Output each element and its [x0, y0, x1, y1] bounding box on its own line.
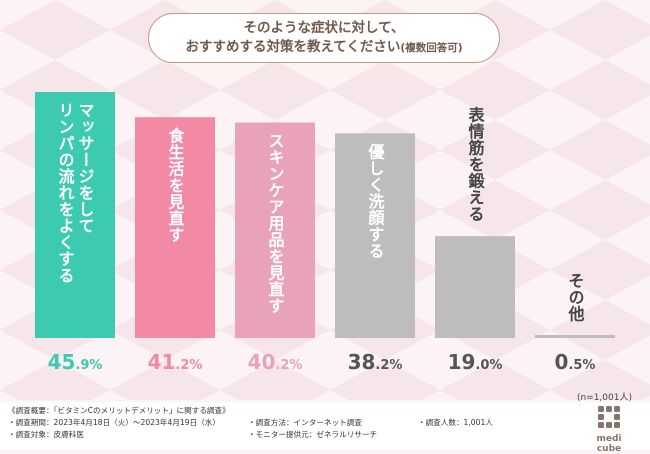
question-line-1: そのような症状に対して、	[243, 20, 405, 36]
category-label-3-0: 優しく洗顔する	[366, 142, 386, 258]
value-label-2: 40.2%	[248, 350, 303, 374]
footer: 《調査概要：「ビタミンCのメリットデメリット」に関する調査》 ・調査期間：202…	[0, 402, 650, 450]
survey-method: ・調査方法：インターネット調査	[248, 418, 362, 427]
survey-count: ・調査人数：1,001人	[418, 418, 493, 427]
category-label-1-0: 食生活を見直す	[166, 126, 186, 242]
value-label-5: 0.5%	[555, 350, 596, 374]
survey-monitor: ・モニター提供元：ゼネラルリサーチ	[248, 430, 378, 439]
logo-text: medi cube	[596, 434, 622, 454]
bar-4	[435, 236, 515, 338]
bar-5	[535, 335, 615, 338]
value-label-4: 19.0%	[448, 350, 503, 374]
question-line-2: おすすめする対策を教えてください(複数回答可)	[149, 38, 499, 58]
bar-1	[135, 117, 215, 338]
value-label-3: 38.2%	[348, 350, 403, 374]
survey-summary: 《調査概要：「ビタミンCのメリットデメリット」に関する調査》	[8, 406, 230, 415]
medicube-logo-icon	[598, 406, 620, 428]
bar-3	[335, 133, 415, 338]
category-label-5-0: その他	[566, 273, 586, 323]
question-note: (複数回答可)	[400, 42, 463, 54]
question-line-2-text: おすすめする対策を教えてください	[185, 39, 401, 55]
survey-period: ・調査期間：2023年4月18日（火）～2023年4月19日（水）	[8, 418, 220, 427]
category-label-2-0: スキンケア用品を見直す	[266, 133, 286, 314]
brand-logo: medi cube	[590, 404, 628, 454]
survey-target: ・調査対象：皮膚科医	[8, 430, 84, 439]
sample-size: (n=1,001人)	[576, 393, 632, 403]
category-label-4-0: 表情筋を鍛える	[466, 106, 486, 222]
value-label-1: 41.2%	[148, 350, 203, 374]
bar-2	[235, 122, 315, 339]
value-label-0: 45.9%	[48, 350, 103, 374]
category-label-0-1: リンパの流れをよくする	[56, 102, 75, 284]
category-label-0-0: マッサージをして	[76, 102, 95, 234]
bar-0	[35, 92, 115, 338]
question-box: そのような症状に対して、 おすすめする対策を教えてください(複数回答可)	[148, 13, 500, 63]
